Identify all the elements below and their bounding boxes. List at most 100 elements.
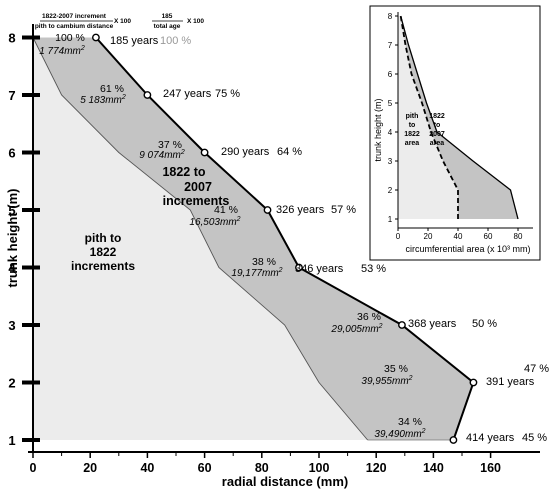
area-unit: mm bbox=[392, 376, 409, 387]
inset-pith-area bbox=[398, 16, 458, 219]
increment-area-label: 9 074mm2 bbox=[139, 149, 185, 161]
y-tick-label-1: 1 bbox=[8, 433, 15, 448]
x-tick-label-120: 120 bbox=[366, 461, 387, 475]
area-unit: mm bbox=[164, 150, 181, 161]
increment-area-value: 1 774 bbox=[39, 46, 64, 57]
data-point-8 bbox=[449, 436, 458, 444]
pith-region bbox=[33, 37, 368, 440]
x-tick-label-40: 40 bbox=[140, 461, 154, 475]
increment-area-label: 29,005mm2 bbox=[330, 323, 382, 335]
inset-x-axis-label: circumferential area (x 10³ mm) bbox=[405, 244, 530, 254]
pith-region-label-line-1: pith to bbox=[85, 231, 122, 245]
increment-area-label: 19,177mm2 bbox=[231, 267, 282, 279]
area-unit: mm bbox=[220, 217, 237, 228]
inset-increment-label-line-3: 2007 bbox=[429, 131, 445, 138]
y-tick-label-2: 2 bbox=[8, 376, 15, 391]
x-tick-label-80: 80 bbox=[255, 461, 269, 475]
inset-y-tick-label-2: 2 bbox=[388, 186, 393, 195]
increment-area-label: 39,955mm2 bbox=[361, 375, 412, 387]
increment-area-value: 29,005 bbox=[330, 324, 362, 335]
pith-region-label-line-3: increments bbox=[71, 259, 135, 273]
data-point-4 bbox=[263, 206, 272, 214]
x-tick-label-20: 20 bbox=[83, 461, 97, 475]
age-pct-label: 45 % bbox=[522, 432, 547, 444]
pith-region-label-line-2: 1822 bbox=[90, 245, 117, 259]
increment-area-label: 1 774mm2 bbox=[39, 45, 85, 57]
area-unit-exponent: 2 bbox=[278, 267, 283, 274]
area-unit: mm bbox=[105, 95, 122, 106]
age-years-label: 391 years bbox=[486, 376, 535, 388]
inset-x-tick-label-60: 60 bbox=[484, 232, 493, 241]
x-tick-label-100: 100 bbox=[309, 461, 330, 475]
inset-y-axis-label: trunk height (m) bbox=[373, 98, 383, 161]
inset-frame bbox=[369, 5, 541, 261]
increment-region bbox=[33, 37, 474, 440]
area-unit-exponent: 2 bbox=[421, 428, 426, 435]
age-pct-label: 75 % bbox=[215, 88, 240, 100]
area-unit-exponent: 2 bbox=[80, 45, 85, 52]
y-tick-label-7: 7 bbox=[8, 88, 15, 103]
x-tick-label-60: 60 bbox=[198, 461, 212, 475]
cambium-boundary-line bbox=[95, 36, 475, 441]
header-fraction-factor: X 100 bbox=[114, 18, 131, 25]
data-point-6 bbox=[398, 321, 406, 329]
increment-region-label-line-1: 1822 to bbox=[162, 165, 205, 179]
inset-increment-area bbox=[400, 16, 518, 219]
area-unit-exponent: 2 bbox=[121, 94, 126, 101]
inset-y-tick-label-6: 6 bbox=[388, 70, 393, 79]
inset-increment-label-line-2: to bbox=[434, 122, 441, 129]
y-axis-label: trunk height (m) bbox=[5, 189, 20, 288]
age-pct-label: 53 % bbox=[361, 263, 386, 275]
area-unit: mm bbox=[362, 324, 379, 335]
inset-y-tick-label-7: 7 bbox=[388, 41, 393, 50]
x-tick-label-0: 0 bbox=[30, 461, 37, 475]
inset-increment-label-line-4: area bbox=[430, 140, 445, 147]
inset-pith-boundary-line bbox=[399, 15, 459, 219]
inset-x-tick-label-40: 40 bbox=[454, 232, 463, 241]
inset-y-tick-label-1: 1 bbox=[388, 215, 393, 224]
area-unit-exponent: 2 bbox=[180, 149, 185, 156]
age-years-label: 290 years bbox=[221, 146, 270, 158]
inset-y-tick-label-8: 8 bbox=[388, 12, 393, 21]
increment-pct-label: 38 % bbox=[252, 256, 276, 268]
increment-pct-label: 37 % bbox=[158, 139, 182, 151]
data-point-7 bbox=[469, 378, 478, 387]
inset-pith-label-line-4: area bbox=[405, 140, 420, 147]
increment-area-value: 9 074 bbox=[139, 150, 164, 161]
increment-pct-label: 34 % bbox=[398, 416, 422, 428]
age-years-label: 326 years bbox=[276, 204, 325, 216]
age-years-label: 368 years bbox=[408, 318, 457, 330]
y-tick-label-4: 4 bbox=[8, 261, 16, 276]
y-tick-label-6: 6 bbox=[8, 146, 15, 161]
increment-area-label: 5 183mm2 bbox=[80, 94, 126, 106]
x-tick-label-140: 140 bbox=[423, 461, 444, 475]
increment-pct-label: 100 % bbox=[55, 32, 85, 44]
increment-pct-label: 41 % bbox=[214, 204, 238, 216]
age-pct-label: 50 % bbox=[472, 318, 497, 330]
inset-x-tick-label-80: 80 bbox=[514, 232, 523, 241]
header-age-bottom: total age bbox=[154, 23, 181, 30]
increment-area-value: 39,955 bbox=[361, 376, 392, 387]
increment-pct-label: 36 % bbox=[357, 311, 381, 323]
y-tick-label-3: 3 bbox=[8, 318, 15, 333]
data-point-1 bbox=[92, 33, 100, 42]
increment-region-label-line-3: increments bbox=[163, 194, 230, 208]
age-years-label: 247 years bbox=[163, 88, 212, 100]
data-point-3 bbox=[200, 148, 209, 157]
increment-area-value: 39,490 bbox=[374, 429, 405, 440]
age-years-label: 185 years bbox=[110, 35, 159, 47]
increment-area-value: 5 183 bbox=[80, 95, 105, 106]
area-unit: mm bbox=[64, 46, 81, 57]
increment-area-label: 16,503mm2 bbox=[189, 216, 240, 228]
header-fraction-top: 1822-2007 increment bbox=[42, 13, 107, 20]
header-fraction-bottom: pith to cambium distance bbox=[35, 23, 114, 30]
increment-area-value: 19,177 bbox=[231, 268, 262, 279]
header-age-factor: X 100 bbox=[187, 18, 204, 25]
increment-pct-label: 61 % bbox=[100, 83, 124, 95]
inset-outer-boundary-line bbox=[400, 15, 519, 220]
area-unit-exponent: 2 bbox=[378, 323, 383, 330]
inset-x-tick-label-0: 0 bbox=[396, 232, 401, 241]
